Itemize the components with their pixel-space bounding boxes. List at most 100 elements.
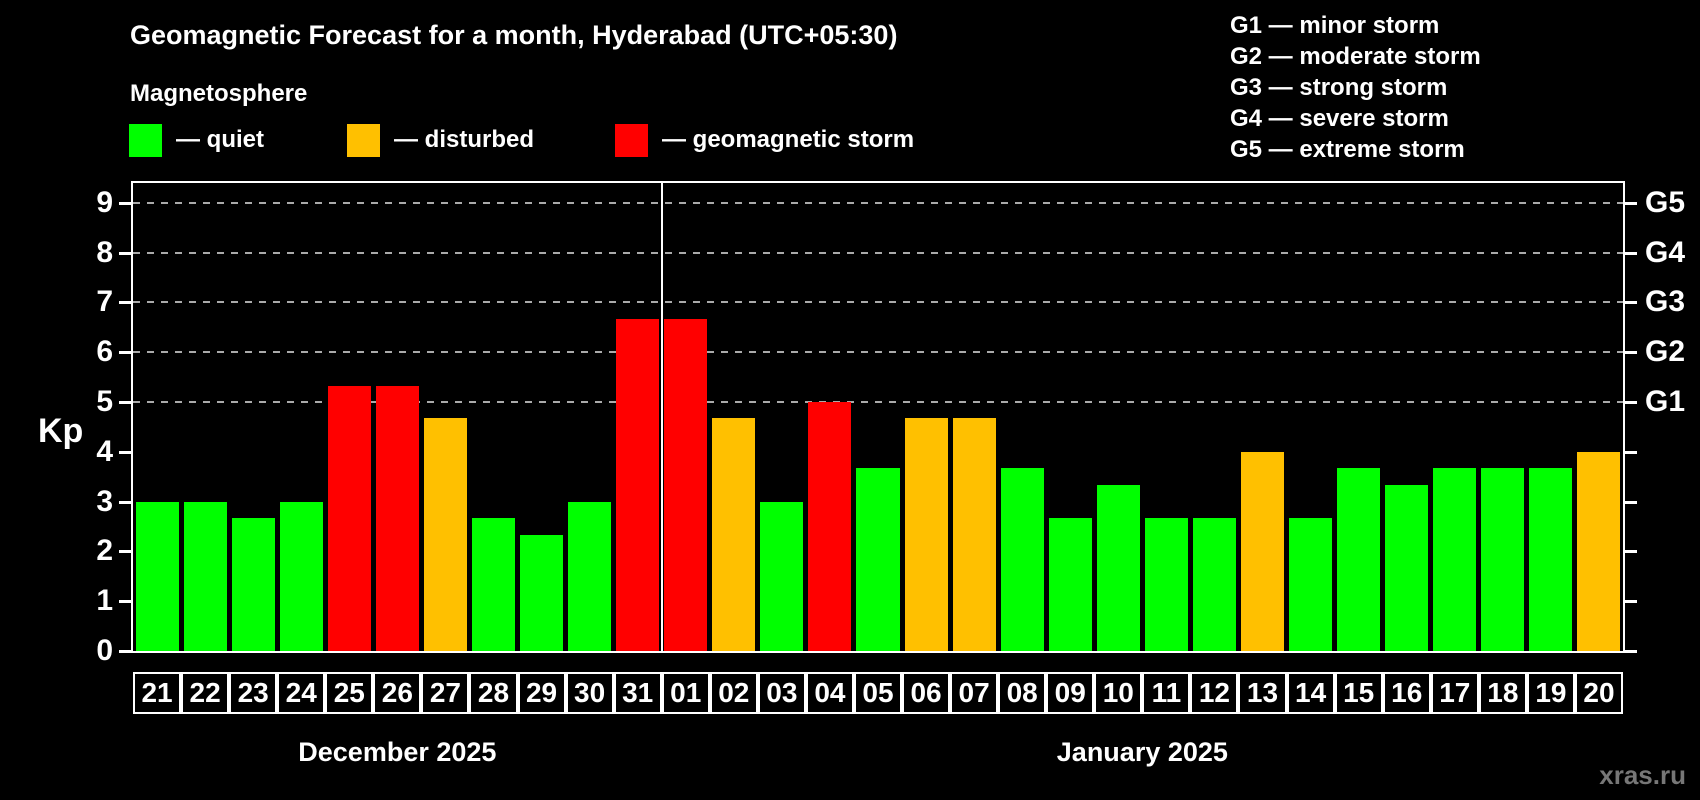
g3-legend-line: G3 — strong storm — [1230, 74, 1448, 101]
y-axis-label-7: 7 — [96, 285, 113, 319]
bar-day-01 — [664, 318, 708, 651]
bar-day-23 — [231, 518, 275, 651]
day-label-07: 07 — [950, 672, 999, 714]
quiet-swatch-icon — [129, 123, 162, 157]
day-label-01: 01 — [661, 672, 710, 714]
right-tick-kp0 — [1625, 650, 1637, 653]
watermark: xras.ru — [1599, 760, 1686, 790]
bar-day-17 — [1433, 468, 1477, 651]
day-label-14: 14 — [1286, 672, 1335, 714]
month-label-december: December 2025 — [298, 737, 497, 767]
plot-area — [131, 181, 1625, 653]
day-label-13: 13 — [1238, 672, 1287, 714]
g4-legend-line: G4 — severe storm — [1230, 105, 1449, 132]
day-label-19: 19 — [1526, 672, 1575, 714]
bar-day-20 — [1577, 451, 1621, 651]
day-label-08: 08 — [998, 672, 1047, 714]
bar-day-04 — [808, 402, 852, 651]
right-axis-label-g2: G2 — [1645, 335, 1686, 369]
day-label-10: 10 — [1094, 672, 1143, 714]
day-label-12: 12 — [1190, 672, 1239, 714]
bar-day-08 — [1000, 468, 1044, 651]
gridline-kp6 — [133, 351, 1623, 354]
magnetosphere-label: Magnetosphere — [130, 80, 308, 107]
left-tick-kp2 — [119, 550, 131, 554]
day-label-26: 26 — [373, 672, 422, 714]
left-tick-kp3 — [119, 500, 131, 504]
day-label-02: 02 — [709, 672, 758, 714]
left-tick-kp8 — [119, 251, 131, 255]
left-tick-kp5 — [119, 401, 131, 405]
g1-legend-line: G1 — minor storm — [1230, 12, 1440, 39]
right-tick-kp3 — [1625, 500, 1637, 504]
day-label-03: 03 — [757, 672, 806, 714]
left-tick-kp4 — [119, 450, 131, 454]
day-label-16: 16 — [1382, 672, 1431, 714]
month-label-january: January 2025 — [1056, 737, 1228, 767]
day-label-25: 25 — [325, 672, 374, 714]
day-label-29: 29 — [517, 672, 566, 714]
page-title: Geomagnetic Forecast for a month, Hydera… — [130, 20, 898, 50]
bar-day-21 — [135, 501, 179, 651]
left-tick-kp1 — [119, 600, 131, 604]
right-tick-kp4 — [1625, 450, 1637, 454]
y-axis-label-4: 4 — [96, 434, 113, 468]
right-axis-label-g3: G3 — [1645, 285, 1686, 319]
bar-day-12 — [1192, 518, 1236, 651]
g-scale-legend: G1 — minor storm G2 — moderate storm G3 … — [1230, 10, 1481, 165]
bar-day-28 — [471, 518, 515, 651]
storm-swatch-icon — [615, 123, 648, 157]
y-axis-label-6: 6 — [96, 335, 113, 369]
bar-day-27 — [423, 418, 467, 651]
gridline-kp7 — [133, 301, 1623, 304]
right-tick-kp2 — [1625, 550, 1637, 554]
bar-day-29 — [520, 534, 564, 651]
bar-day-09 — [1048, 518, 1092, 651]
left-tick-kp9 — [119, 201, 131, 205]
day-label-23: 23 — [229, 672, 278, 714]
disturbed-swatch-icon — [347, 123, 380, 157]
month-separator-line — [660, 183, 663, 651]
day-label-09: 09 — [1046, 672, 1095, 714]
bar-day-19 — [1529, 468, 1573, 651]
bar-day-06 — [904, 418, 948, 651]
right-tick-kp1 — [1625, 600, 1637, 604]
g2-legend-line: G2 — moderate storm — [1230, 43, 1481, 70]
right-axis-label-g1: G1 — [1645, 385, 1686, 419]
day-label-21: 21 — [133, 672, 182, 714]
day-label-27: 27 — [421, 672, 470, 714]
bar-day-14 — [1289, 518, 1333, 651]
right-axis-label-g4: G4 — [1645, 235, 1686, 269]
right-tick-kp9 — [1625, 201, 1637, 205]
bar-day-07 — [952, 418, 996, 651]
bar-day-05 — [856, 468, 900, 651]
legend-item-disturbed: — disturbed — [347, 122, 534, 158]
bar-day-25 — [327, 385, 371, 651]
bar-day-22 — [183, 501, 227, 651]
day-label-11: 11 — [1142, 672, 1191, 714]
y-axis-label-8: 8 — [96, 235, 113, 269]
day-label-05: 05 — [853, 672, 903, 714]
g5-legend-line: G5 — extreme storm — [1230, 136, 1465, 163]
legend-label-quiet: — quiet — [176, 126, 264, 153]
right-tick-kp8 — [1625, 251, 1637, 255]
legend-label-disturbed: — disturbed — [394, 126, 535, 153]
day-label-24: 24 — [277, 672, 326, 714]
right-axis-label-g5: G5 — [1645, 185, 1686, 219]
kp-axis-title: Kp — [38, 412, 84, 450]
bar-day-15 — [1337, 468, 1381, 651]
right-tick-kp6 — [1625, 351, 1637, 355]
y-axis-label-5: 5 — [96, 385, 113, 419]
day-label-06: 06 — [902, 672, 951, 714]
day-label-22: 22 — [181, 672, 230, 714]
y-axis-label-0: 0 — [96, 634, 113, 667]
bar-day-03 — [760, 501, 804, 651]
bar-day-30 — [568, 501, 612, 651]
bar-day-16 — [1385, 485, 1429, 651]
day-label-15: 15 — [1334, 672, 1383, 714]
bar-day-02 — [712, 418, 756, 651]
day-label-31: 31 — [613, 672, 662, 714]
left-tick-kp6 — [119, 351, 131, 355]
legend-item-quiet: — quiet — [129, 122, 264, 158]
